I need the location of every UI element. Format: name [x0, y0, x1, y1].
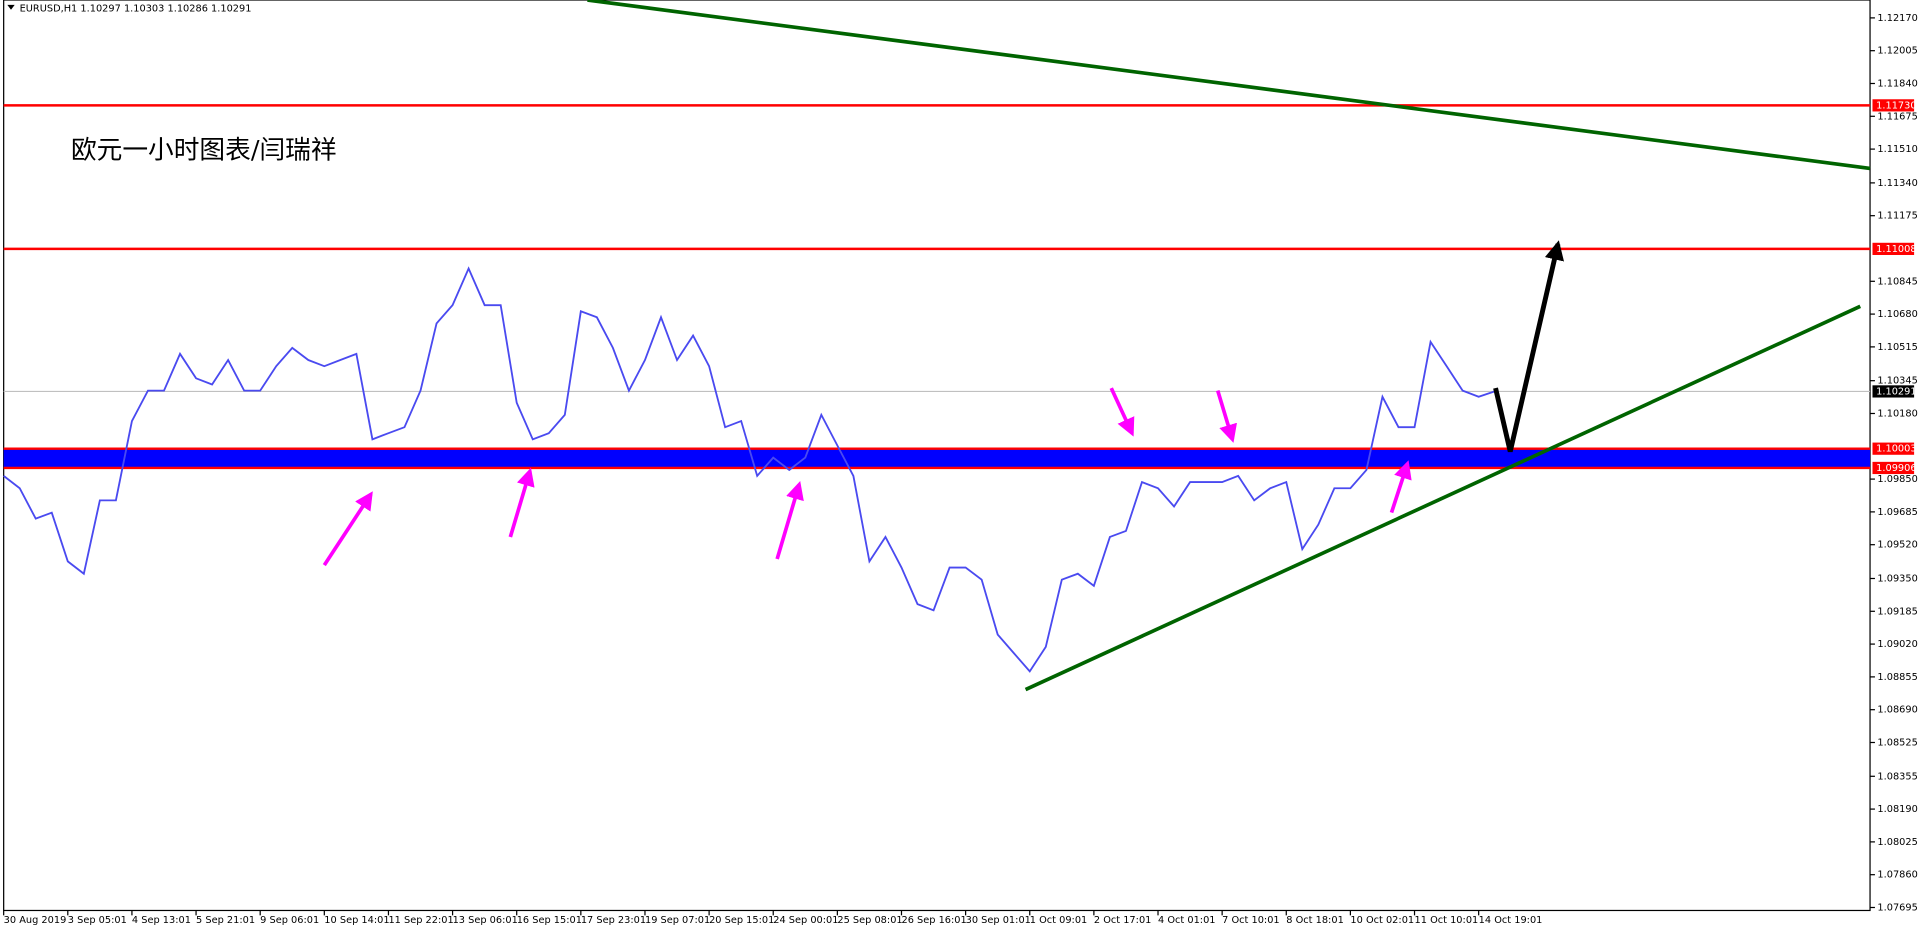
x-tick-label: 13 Sep 06:01 — [453, 915, 518, 926]
x-tick-label: 24 Sep 00:01 — [773, 915, 838, 926]
y-tick-label: 1.08690 — [1877, 705, 1917, 716]
y-tick-label: 1.09350 — [1877, 573, 1917, 584]
x-tick-label: 17 Sep 23:01 — [581, 915, 646, 926]
x-tick-label: 30 Aug 2019 — [4, 915, 67, 926]
y-tick-label: 1.09520 — [1877, 540, 1917, 551]
x-tick-label: 25 Sep 08:01 — [837, 915, 902, 926]
y-tick-label: 1.08855 — [1877, 672, 1917, 683]
y-tick-label: 1.12005 — [1877, 46, 1917, 57]
level-label: 1.09906 — [1876, 463, 1916, 474]
y-tick-label: 1.08025 — [1877, 837, 1917, 848]
level-label: 1.10003 — [1876, 444, 1916, 455]
arrow — [1389, 460, 1412, 514]
level-label-box — [1872, 461, 1915, 475]
header: EURUSD,H1 1.10297 1.10303 1.10286 1.1029… — [20, 4, 252, 15]
trend-line — [587, 0, 1871, 171]
level-label: 1.11730 — [1876, 100, 1916, 111]
arrow — [508, 467, 535, 538]
y-tick-label: 1.10180 — [1877, 408, 1917, 419]
y-tick-label: 1.10845 — [1877, 276, 1917, 287]
y-tick-label: 1.08525 — [1877, 737, 1917, 748]
x-tick-label: 5 Sep 21:01 — [196, 915, 255, 926]
x-tick-label: 26 Sep 16:01 — [901, 915, 966, 926]
y-tick-label: 1.11340 — [1877, 178, 1917, 189]
y-tick-label: 1.10680 — [1877, 309, 1917, 320]
x-tick-label: 11 Sep 22:01 — [388, 915, 453, 926]
x-tick-label: 10 Oct 02:01 — [1350, 915, 1414, 926]
y-tick-label: 1.07695 — [1877, 902, 1917, 913]
y-tick-label: 1.09850 — [1877, 474, 1917, 485]
level-label-box — [1872, 442, 1915, 455]
x-tick-label: 4 Oct 01:01 — [1158, 915, 1216, 926]
x-tick-label: 11 Oct 10:01 — [1415, 915, 1479, 926]
y-tick-label: 1.09020 — [1877, 639, 1917, 650]
x-tick-label: 2 Oct 17:01 — [1094, 915, 1152, 926]
y-tick-label: 1.11675 — [1877, 111, 1917, 122]
x-tick-label: 16 Sep 15:01 — [517, 915, 582, 926]
last-price-box — [1872, 385, 1915, 398]
arrow — [1215, 390, 1237, 443]
menu-icon — [7, 4, 15, 10]
last-price-label: 1.10291 — [1876, 386, 1916, 397]
annotations — [322, 0, 1871, 692]
support-zone — [3, 448, 1871, 468]
level-label-box — [1872, 99, 1915, 112]
y-tick-label: 1.11175 — [1877, 211, 1917, 222]
arrow — [1109, 387, 1135, 437]
x-tick-label: 20 Sep 15:01 — [709, 915, 774, 926]
level-label-box — [1872, 242, 1915, 255]
x-tick-label: 30 Sep 01:01 — [966, 915, 1031, 926]
y-tick-label: 1.07860 — [1877, 870, 1917, 881]
x-tick-label: 3 Sep 05:01 — [68, 915, 127, 926]
y-tick-label: 1.10515 — [1877, 342, 1917, 353]
x-tick-label: 19 Sep 07:01 — [645, 915, 710, 926]
y-tick-label: 1.09685 — [1877, 507, 1917, 518]
y-tick-label: 1.08190 — [1877, 804, 1917, 815]
projection-arrow — [1493, 240, 1565, 453]
x-tick-label: 7 Oct 10:01 — [1222, 915, 1280, 926]
x-tick-label: 4 Sep 13:01 — [132, 915, 191, 926]
y-tick-label: 1.10345 — [1877, 376, 1917, 387]
arrow — [322, 491, 373, 567]
y-tick-label: 1.08355 — [1877, 771, 1917, 782]
x-tick-label: 10 Sep 14:01 — [324, 915, 389, 926]
y-tick-label: 1.09185 — [1877, 606, 1917, 617]
x-tick-label: 9 Sep 06:01 — [260, 915, 319, 926]
y-tick-label: 1.11510 — [1877, 144, 1917, 155]
arrow — [775, 481, 804, 560]
y-tick-label: 1.12170 — [1877, 13, 1917, 24]
x-tick-label: 14 Oct 19:01 — [1479, 915, 1543, 926]
level-label: 1.11008 — [1876, 244, 1916, 255]
chart-title: 欧元一小时图表/闫瑞祥 — [71, 135, 337, 165]
price-line — [3, 266, 1495, 673]
x-tick-label: 8 Oct 18:01 — [1286, 915, 1344, 926]
x-tick-label: 1 Oct 09:01 — [1030, 915, 1088, 926]
trend-line — [1024, 304, 1862, 692]
y-tick-label: 1.11840 — [1877, 79, 1917, 90]
